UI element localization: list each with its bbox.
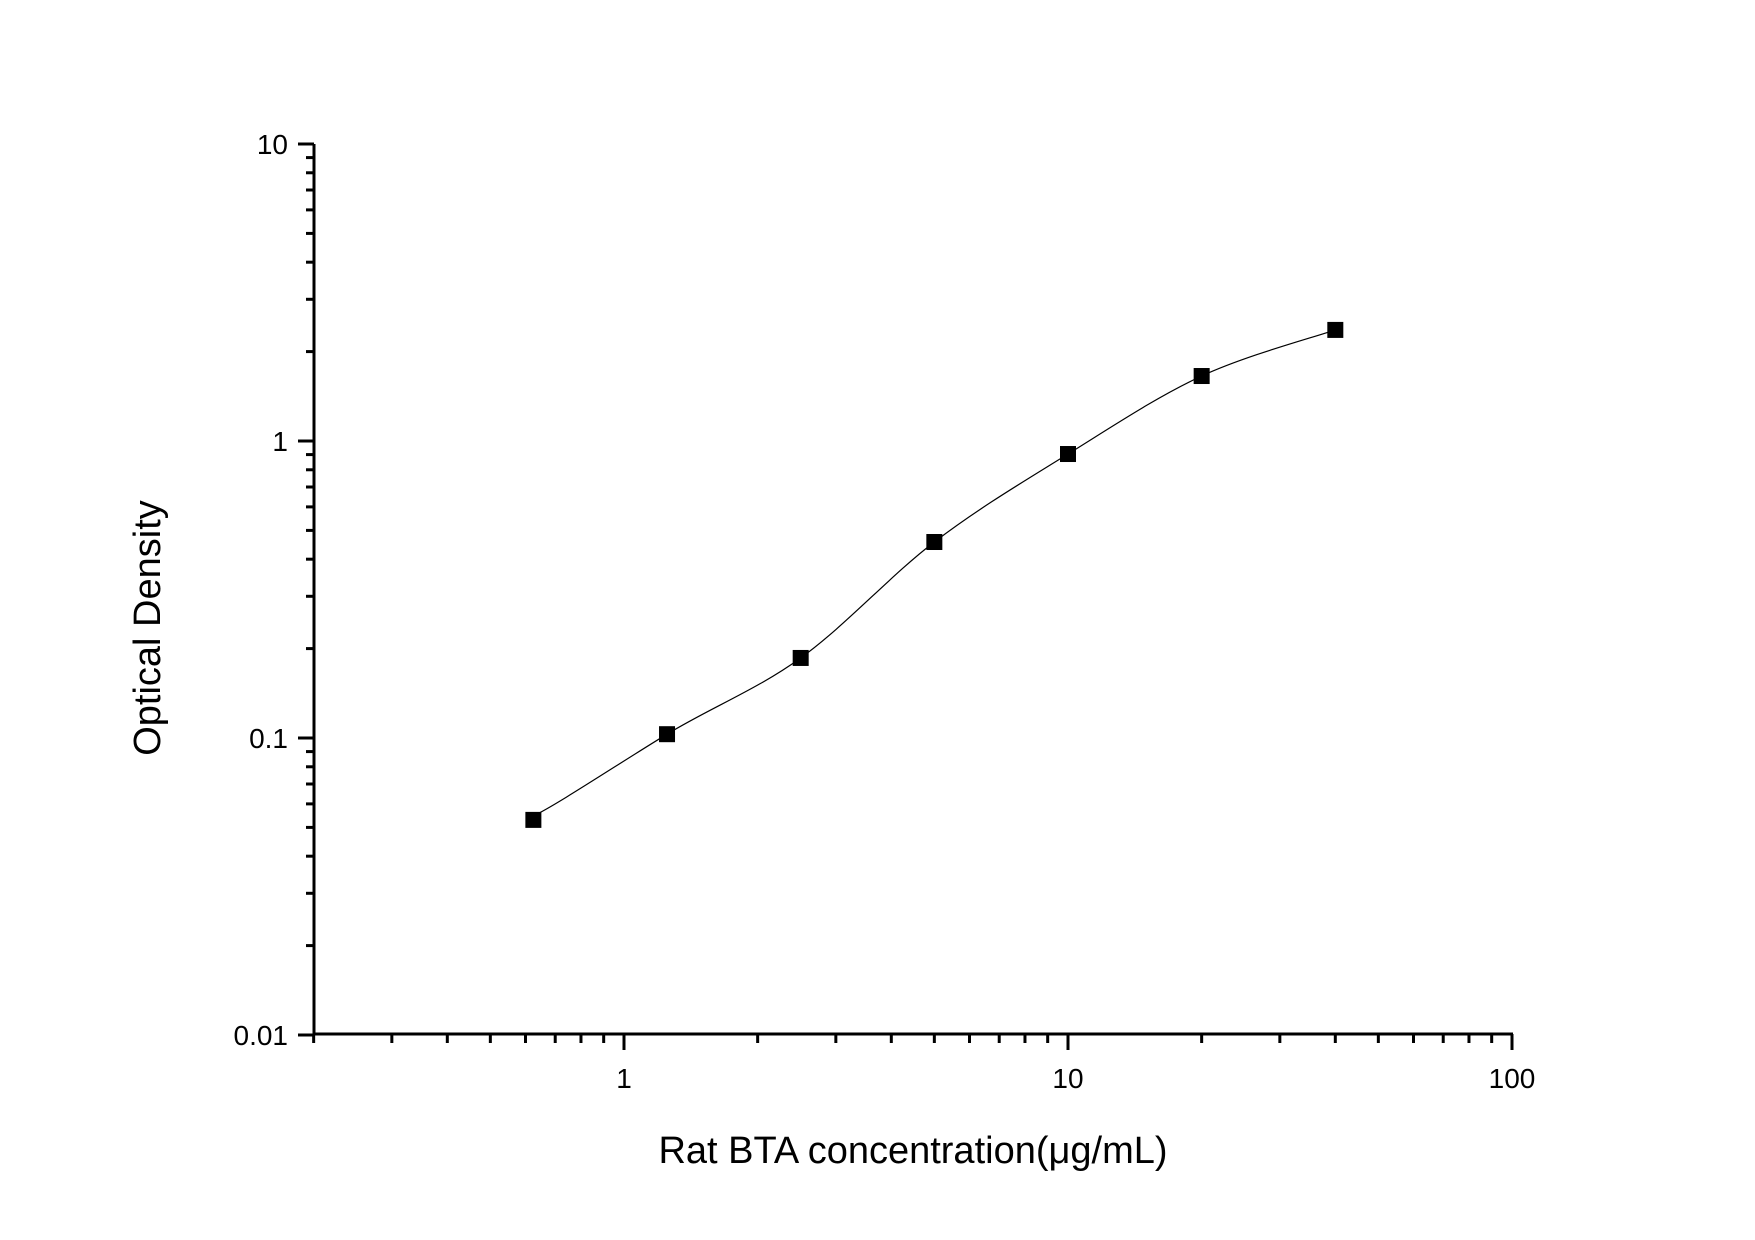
data-point-square-marker <box>1327 321 1344 338</box>
data-point-square-marker <box>926 534 943 551</box>
y-tick-label: 10 <box>257 129 288 160</box>
x-tick-label: 100 <box>1489 1063 1536 1094</box>
data-point-square-marker <box>525 811 542 828</box>
data-point-square-marker <box>1193 368 1210 385</box>
x-axis-tick-labels: 1 10 100 <box>616 1063 1535 1094</box>
y-tick-label: 0.1 <box>249 723 288 754</box>
x-tick-label: 10 <box>1052 1063 1083 1094</box>
fit-curve <box>533 329 1336 817</box>
y-tick-label: 1 <box>272 426 288 457</box>
y-tick-label: 0.01 <box>234 1020 289 1051</box>
y-axis-title: Optical Density <box>127 500 169 756</box>
x-axis-ticks <box>312 1034 1514 1050</box>
y-axis-tick-labels: 0.01 0.1 1 10 <box>234 129 289 1051</box>
data-point-square-marker <box>1060 446 1076 463</box>
x-tick-label: 1 <box>616 1063 632 1094</box>
axes <box>312 144 1513 1036</box>
y-axis-ticks <box>298 142 314 1037</box>
data-point-square-marker <box>659 726 676 743</box>
x-axis-title: Rat BTA concentration(μg/mL) <box>658 1130 1167 1172</box>
data-points <box>525 321 1344 828</box>
data-point-square-marker <box>792 649 809 666</box>
